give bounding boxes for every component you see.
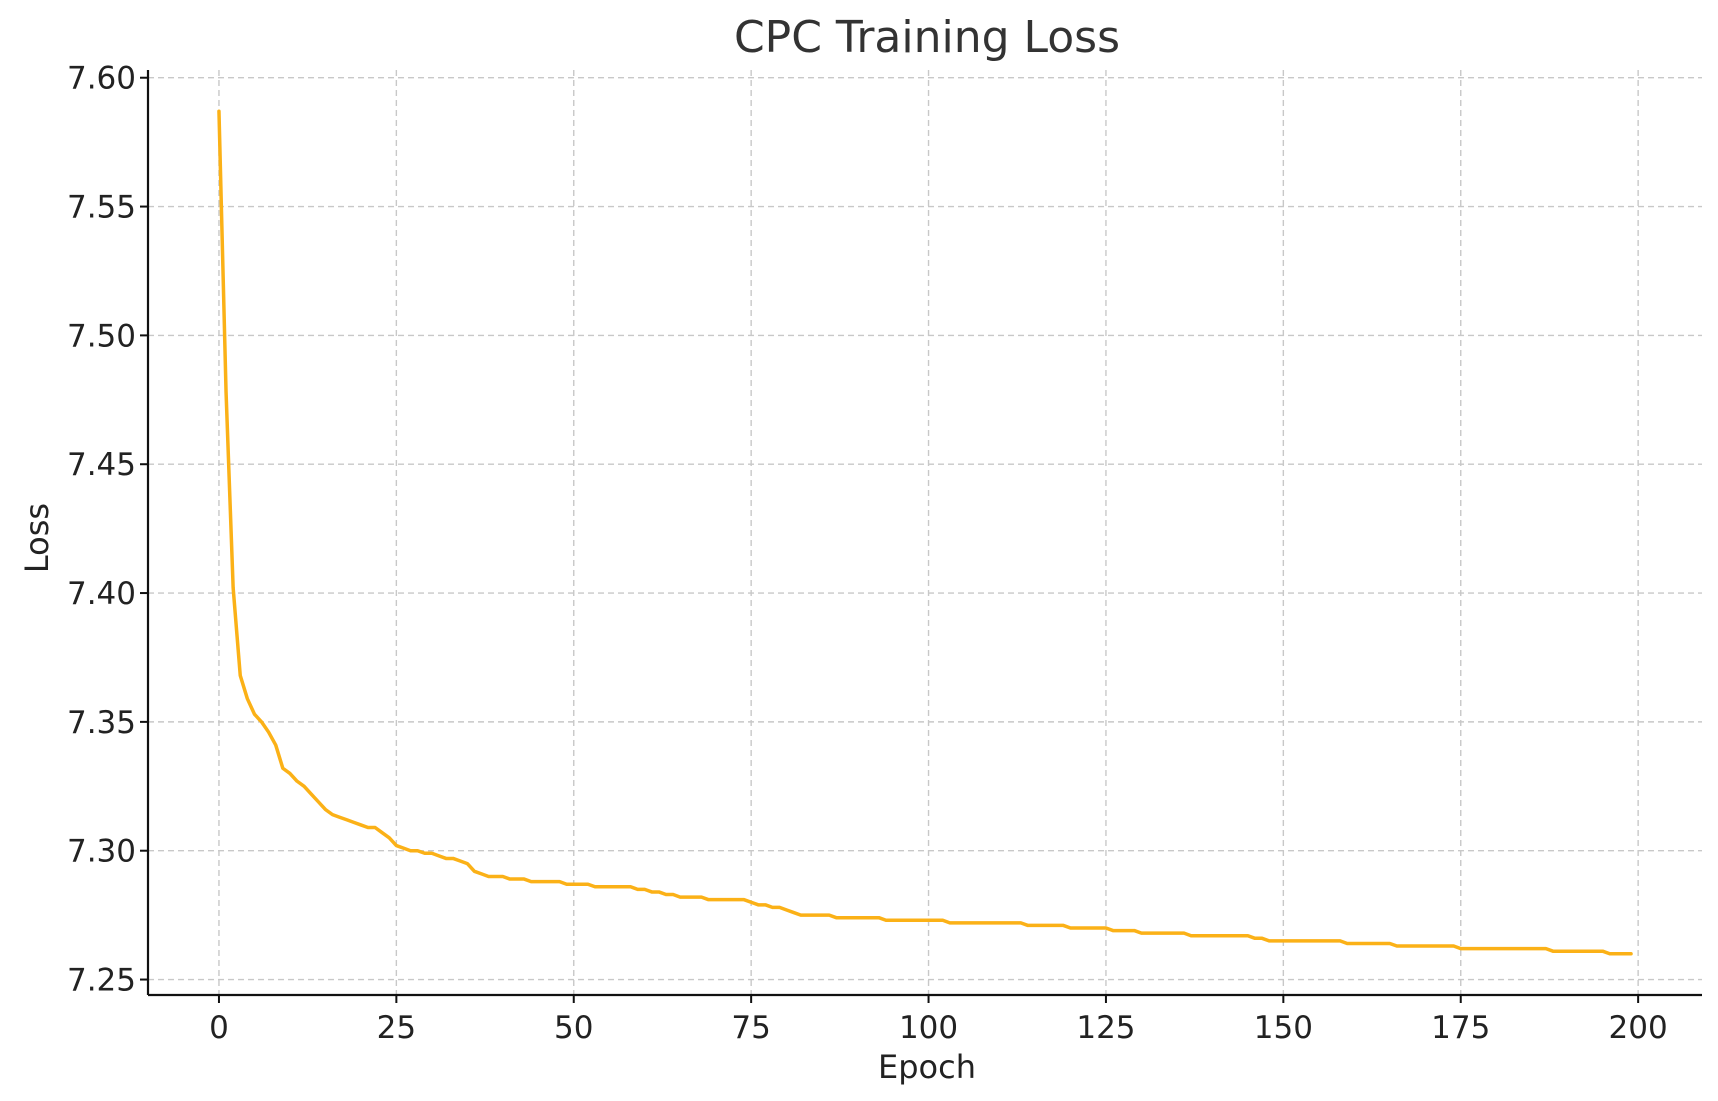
y-tick-label: 7.50 [67,318,136,354]
chart-title: CPC Training Loss [734,12,1120,63]
y-tick-label: 7.55 [67,190,136,226]
grid [148,70,1702,995]
x-tick-label: 100 [899,1010,958,1046]
x-tick-label: 75 [731,1010,770,1046]
y-tick-label: 7.60 [67,61,136,97]
x-tick-label: 150 [1254,1010,1313,1046]
x-tick-label: 50 [554,1010,593,1046]
y-tick-label: 7.35 [67,705,136,741]
y-tick-label: 7.40 [67,576,136,612]
x-tick-label: 0 [209,1010,229,1046]
loss-line [217,109,1633,956]
axes [146,70,1702,997]
series-layer [217,109,1633,956]
y-axis-ticks: 7.25 7.30 7.35 7.40 7.45 7.50 7.55 7.60 [67,61,148,999]
y-tick-label: 7.30 [67,834,136,870]
x-axis-ticks: 0 25 50 75 100 125 150 175 200 [209,995,1668,1046]
y-axis-label: Loss [18,503,56,573]
x-axis-label: Epoch [878,1048,976,1086]
x-tick-label: 125 [1076,1010,1135,1046]
y-tick-label: 7.45 [67,447,136,483]
x-tick-label: 200 [1609,1010,1668,1046]
x-tick-label: 25 [377,1010,416,1046]
x-tick-label: 175 [1431,1010,1490,1046]
y-tick-label: 7.25 [67,963,136,999]
